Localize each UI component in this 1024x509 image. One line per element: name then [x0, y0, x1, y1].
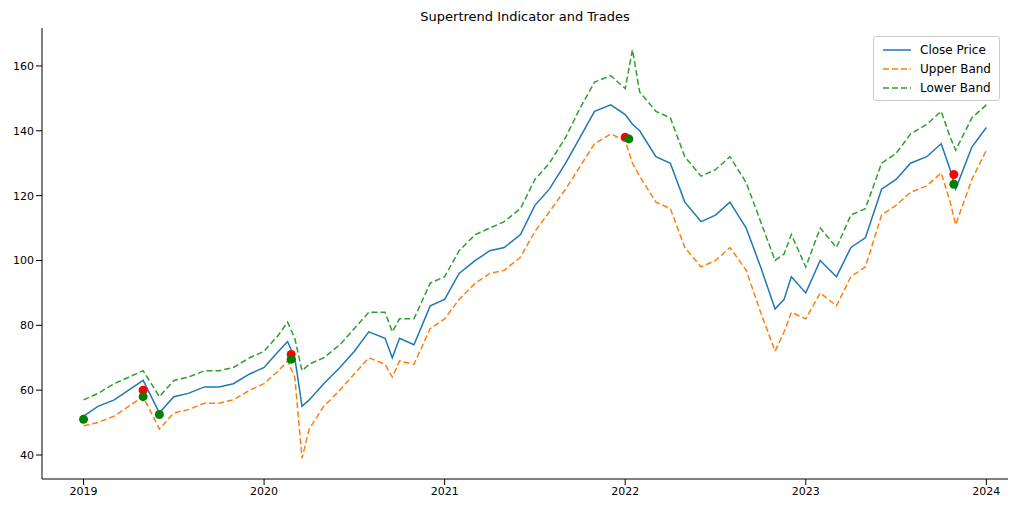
svg-text:160: 160 — [13, 60, 34, 73]
html-text:Supertrend Indicator and Trade: Supertrend Indicator and Trades — [420, 9, 630, 24]
svg-text:2022: 2022 — [611, 485, 639, 498]
svg-text:120: 120 — [13, 190, 34, 203]
html-text:Lower Band: Lower Band — [920, 80, 991, 95]
svg-text:2019: 2019 — [70, 485, 98, 498]
svg-text:2020: 2020 — [250, 485, 278, 498]
svg-text:140: 140 — [13, 125, 34, 138]
svg-text:60: 60 — [20, 384, 34, 397]
svg-text:100: 100 — [13, 254, 34, 267]
html-text:Close Price: Close Price — [920, 42, 986, 57]
svg-text:2023: 2023 — [792, 485, 820, 498]
svg-text:2024: 2024 — [972, 485, 1000, 498]
svg-text:2021: 2021 — [431, 485, 459, 498]
html-text:Upper Band: Upper Band — [920, 61, 991, 76]
svg-text:80: 80 — [20, 319, 34, 332]
svg-text:40: 40 — [20, 449, 34, 462]
